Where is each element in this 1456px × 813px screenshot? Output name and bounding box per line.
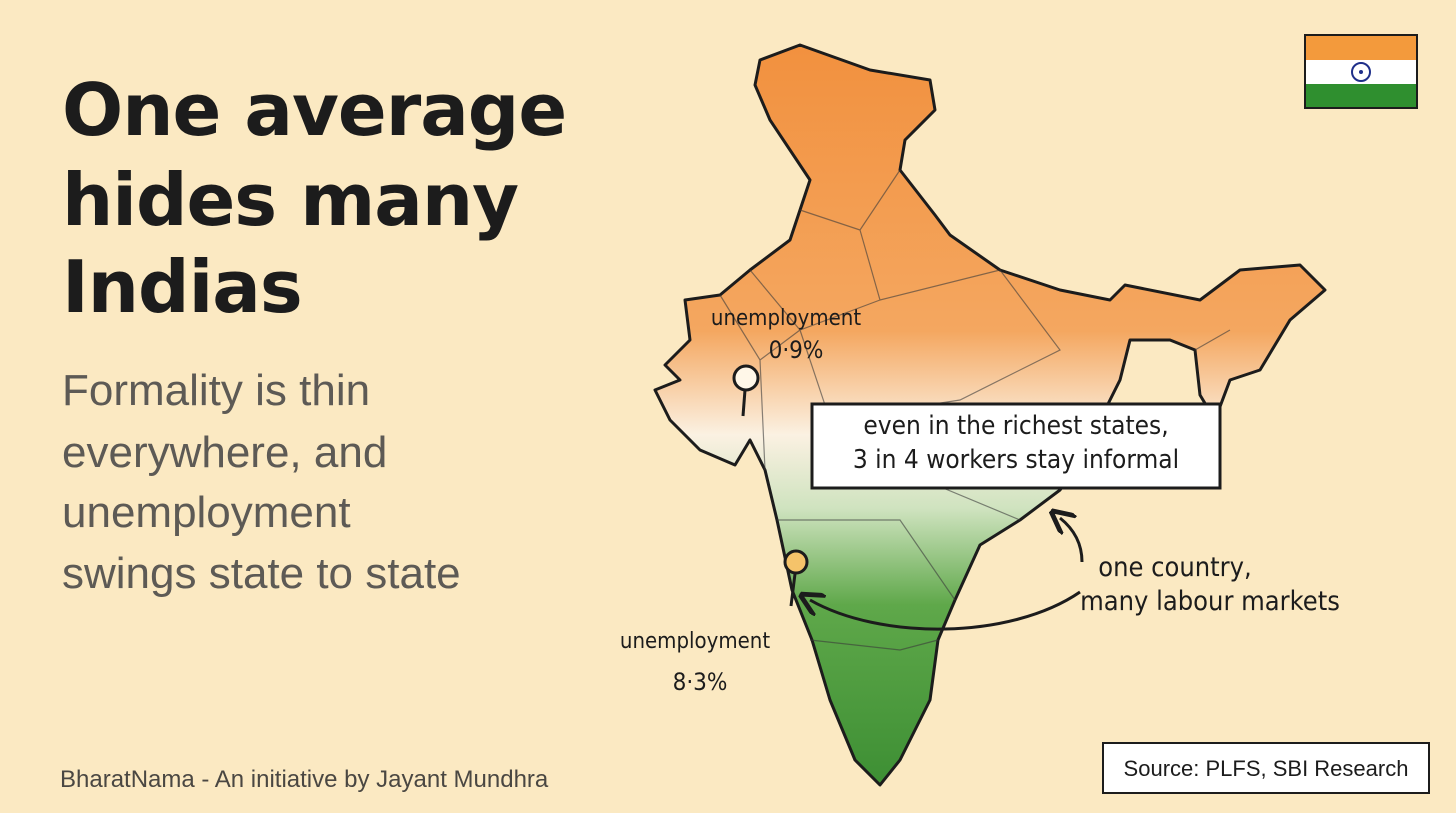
flag xyxy=(1304,34,1418,109)
subtitle-line: swings state to state xyxy=(62,549,461,598)
pin xyxy=(732,364,760,417)
arrow xyxy=(810,590,1081,631)
annotation-label: unemployment xyxy=(711,306,861,331)
callout-line: even in the richest states, xyxy=(863,411,1168,441)
title-line: One average xyxy=(62,68,566,152)
subtitle-line: unemployment xyxy=(62,488,351,537)
source-box xyxy=(1102,742,1430,794)
title-line: hides many xyxy=(62,158,518,242)
source: Source: PLFS, SBI Research xyxy=(1124,756,1409,781)
arrow-note-line: many labour markets xyxy=(1080,586,1340,617)
title-line: Indias xyxy=(62,245,302,329)
callout-box xyxy=(810,402,1222,490)
credit: BharatNama - An initiative by Jayant Mun… xyxy=(60,766,549,793)
subtitle-line: Formality is thin xyxy=(62,366,370,415)
annotation-value: 8·3% xyxy=(673,668,728,696)
subtitle-line: everywhere, and xyxy=(62,428,387,477)
callout-line: 3 in 4 workers stay informal xyxy=(853,445,1179,475)
annotation-value: 0·9% xyxy=(769,336,824,364)
arrow xyxy=(1060,518,1084,563)
annotation-label: unemployment xyxy=(620,629,770,654)
arrow-note-line: one country, xyxy=(1098,552,1252,583)
pin xyxy=(783,549,809,607)
